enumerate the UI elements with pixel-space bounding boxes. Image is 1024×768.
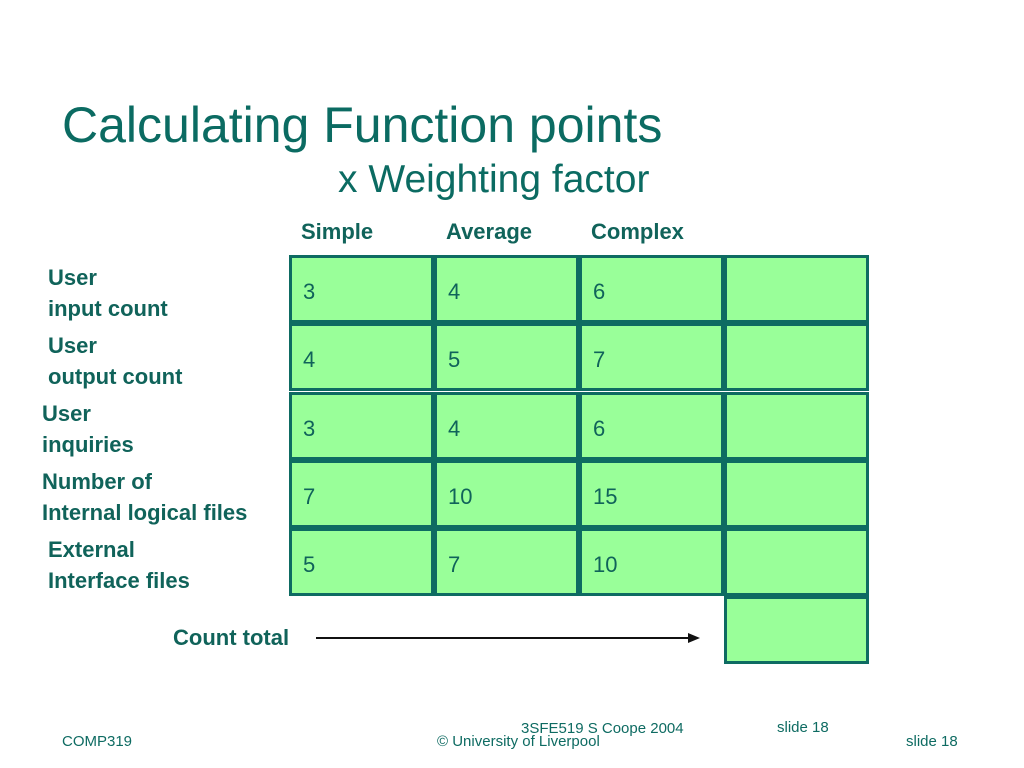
slide-title: Calculating Function points [62,97,663,153]
table-cell: 7 [289,460,434,528]
table-cell: 3 [289,392,434,460]
column-header-complex: Complex [591,219,684,244]
row-total-cell [724,528,869,596]
row-label-line: Interface files [48,568,190,593]
footer-course: COMP319 [62,733,133,750]
row-total-cell [724,392,869,460]
table-cell: 4 [434,392,579,460]
count-total-cell [724,596,869,664]
table-cell: 6 [579,255,724,323]
row-label-line: User [48,333,97,358]
row-label-line: inquiries [42,432,134,457]
slide-subtitle: x Weighting factor [338,158,650,201]
row-label-external-interface-files: External Interface files [48,534,190,596]
row-label-line: User [48,265,97,290]
row-label-line: User [42,401,91,426]
column-header-average: Average [446,219,533,244]
table-cell: 15 [579,460,724,528]
row-total-cell [724,255,869,323]
row-label-user-inquiries: User inquiries [42,398,134,460]
table-cell: 4 [289,323,434,391]
table-cell: 5 [434,323,579,391]
row-total-cell [724,323,869,391]
count-total-label: Count total [173,625,290,650]
row-label-user-output: User output count [48,330,182,392]
table-cell: 6 [579,392,724,460]
footer-module-slide: slide 18 [777,719,829,736]
footer-copyright: © University of Liverpool [437,733,600,750]
row-total-cell [724,460,869,528]
column-header-simple: Simple [301,219,374,244]
table-cell: 3 [289,255,434,323]
row-label-line: Internal logical files [42,500,248,525]
table-cell: 4 [434,255,579,323]
table-cell: 5 [289,528,434,596]
table-cell: 7 [579,323,724,391]
table-cell: 7 [434,528,579,596]
row-label-internal-logical-files: Number of Internal logical files [42,466,247,528]
footer-module-ref: 3SFE519 S Coope 2004 [521,720,684,737]
footer-slide-number: slide 18 [906,733,958,750]
arrow-right-icon [316,633,700,643]
row-label-line: Number of [42,469,152,494]
row-label-line: output count [48,364,183,389]
row-label-user-input: User input count [48,262,168,324]
table-cell: 10 [434,460,579,528]
row-label-line: input count [48,296,168,321]
table-cell: 10 [579,528,724,596]
row-label-line: External [48,537,135,562]
